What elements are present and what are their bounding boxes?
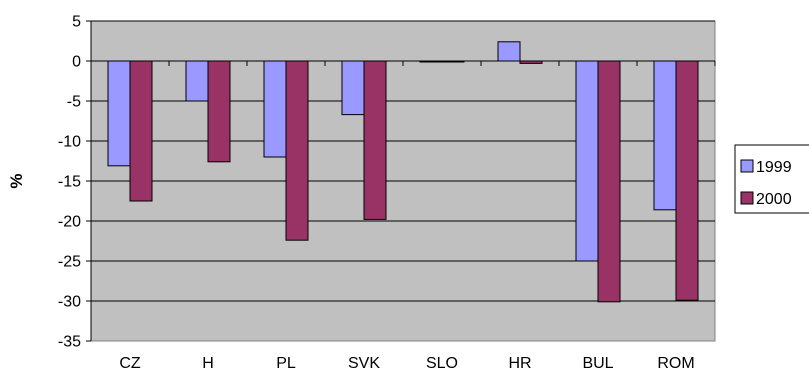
bar-2000-h [207,60,231,163]
legend-label-1999: 1999 [756,159,792,176]
category-label: BUL [582,355,613,372]
legend-swatch-1999 [740,159,754,173]
category-labels: CZ H PL SVK SLO HR BUL ROM [119,355,694,372]
bar-1999-pl [263,60,287,158]
bar-1999-svk [341,60,365,116]
legend-label-2000: 2000 [756,191,792,208]
bar-1999-rom [653,60,677,211]
bar-2000-svk [363,60,387,220]
category-label: HR [508,355,531,372]
category-label: SVK [348,355,380,372]
category-label: CZ [119,355,141,372]
y-tick-label: -15 [58,174,81,191]
bar-1999-bul [575,60,599,262]
axes [86,20,716,342]
legend: 1999 2000 [734,144,809,214]
y-tick-label: -20 [58,214,81,231]
legend-swatch-2000 [740,191,754,205]
bar-1999-cz [107,60,131,167]
category-label: H [202,355,214,372]
y-tick-label: -5 [67,94,81,111]
y-tick-label: 5 [72,14,81,31]
category-label: PL [276,355,296,372]
category-label: SLO [426,355,458,372]
y-tick-label: -10 [58,134,81,151]
y-tick-label: -30 [58,294,81,311]
bar-1999-h [185,60,209,102]
bar-2000-rom [675,60,699,301]
y-axis-label: % [7,173,26,188]
category-label: ROM [657,355,694,372]
bar-2000-cz [129,60,153,202]
y-tick-label: -35 [58,334,81,351]
y-tick-label: -25 [58,254,81,271]
bar-1999-hr [497,41,521,62]
y-tick-labels: 5 0 -5 -10 -15 -20 -25 -30 -35 [58,14,81,351]
bar-2000-pl [285,60,309,241]
y-tick-label: 0 [72,54,81,71]
bar-2000-bul [597,60,621,303]
